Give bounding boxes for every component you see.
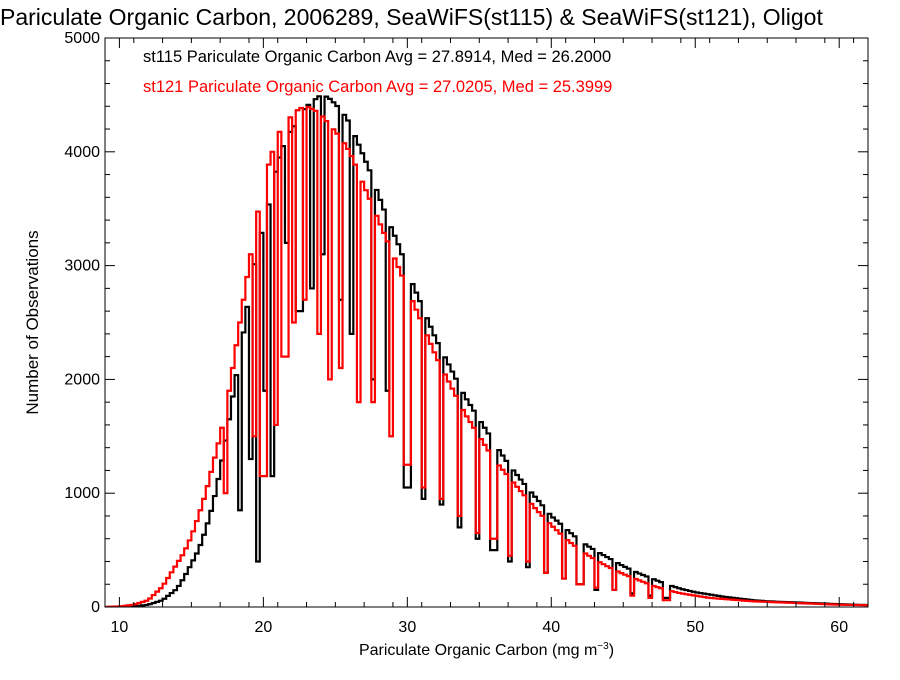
y-tick-label: 3000 (64, 258, 100, 275)
y-tick-label: 4000 (64, 144, 100, 161)
x-axis-label-close: ) (609, 642, 614, 659)
histogram-series-1 (105, 95, 868, 607)
series-layer (105, 95, 868, 607)
histogram-series-2 (105, 106, 868, 607)
x-tick-label: 10 (110, 619, 128, 636)
x-tick-label: 30 (398, 619, 416, 636)
legend-entry-1: st115 Pariculate Organic Carbon Avg = 27… (143, 48, 611, 66)
x-axis-label: Pariculate Organic Carbon (mg m−3) (359, 641, 614, 659)
x-axis-label-sup: −3 (597, 641, 609, 652)
axis-layer: 10 20 30 40 50 60 0 1000 2000 3000 4000 5000 (64, 30, 868, 636)
legend-entry-2: st121 Pariculate Organic Carbon Avg = 27… (143, 78, 612, 96)
x-axis-label-main: Pariculate Organic Carbon (mg m (359, 642, 597, 659)
plot-frame (104, 37, 869, 608)
chart-title: Pariculate Organic Carbon, 2006289, SeaW… (0, 4, 823, 30)
y-tick-label: 1000 (64, 485, 100, 502)
y-tick-label: 0 (91, 599, 100, 616)
x-tick-label: 40 (542, 619, 560, 636)
y-tick-label: 5000 (64, 30, 100, 47)
y-axis-label: Number of Observations (23, 230, 42, 414)
x-tick-label: 20 (254, 619, 272, 636)
x-tick-label: 60 (830, 619, 848, 636)
y-tick-label: 2000 (64, 371, 100, 388)
x-tick-label: 50 (686, 619, 704, 636)
legend: st115 Pariculate Organic Carbon Avg = 27… (143, 48, 612, 96)
